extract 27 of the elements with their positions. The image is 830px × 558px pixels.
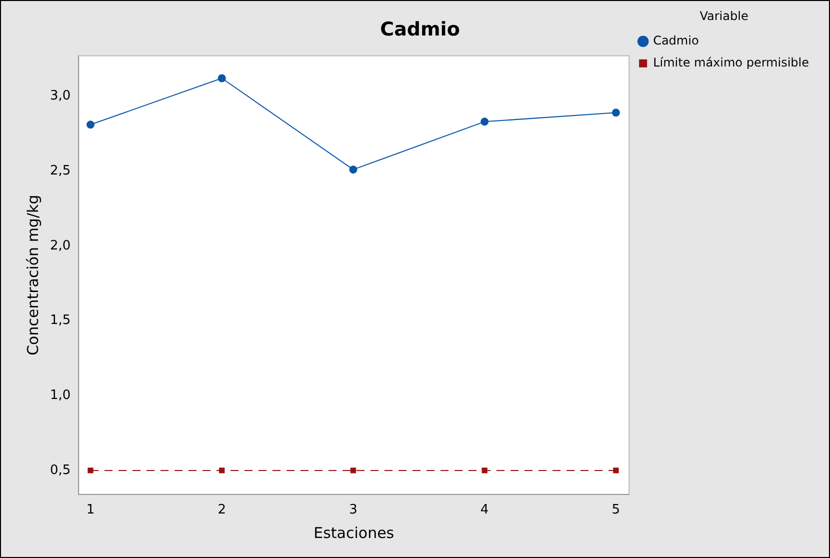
y-tick-label: 1,5 bbox=[50, 313, 71, 328]
point bbox=[86, 120, 94, 129]
legend-title: Variable bbox=[700, 9, 748, 24]
point bbox=[349, 166, 358, 174]
point bbox=[350, 468, 356, 474]
y-tick-label: 2,0 bbox=[50, 238, 71, 254]
x-tick-label: 3 bbox=[349, 502, 358, 518]
x-tick-label: 4 bbox=[480, 502, 489, 518]
y-axis-title: Concentración mg/kg bbox=[24, 194, 42, 356]
legend-label: Límite máximo permisible bbox=[653, 56, 809, 70]
legend-label: Cadmio bbox=[653, 34, 699, 48]
y-tick-label: 3,0 bbox=[50, 88, 71, 104]
x-tick-label: 5 bbox=[612, 502, 620, 518]
y-tick-label: 1,0 bbox=[50, 388, 71, 403]
point bbox=[88, 468, 94, 474]
x-tick-label: 1 bbox=[86, 502, 95, 518]
point bbox=[613, 468, 619, 474]
point bbox=[612, 108, 620, 117]
point bbox=[482, 468, 488, 474]
point bbox=[218, 74, 226, 82]
x-tick-label: 2 bbox=[218, 502, 226, 518]
chart-title: Cadmio bbox=[380, 18, 460, 40]
x-axis-title: Estaciones bbox=[314, 524, 394, 542]
point bbox=[219, 468, 225, 474]
y-tick-label: 0,5 bbox=[50, 462, 71, 478]
y-tick-label: 2,5 bbox=[50, 163, 71, 178]
point bbox=[480, 118, 489, 126]
